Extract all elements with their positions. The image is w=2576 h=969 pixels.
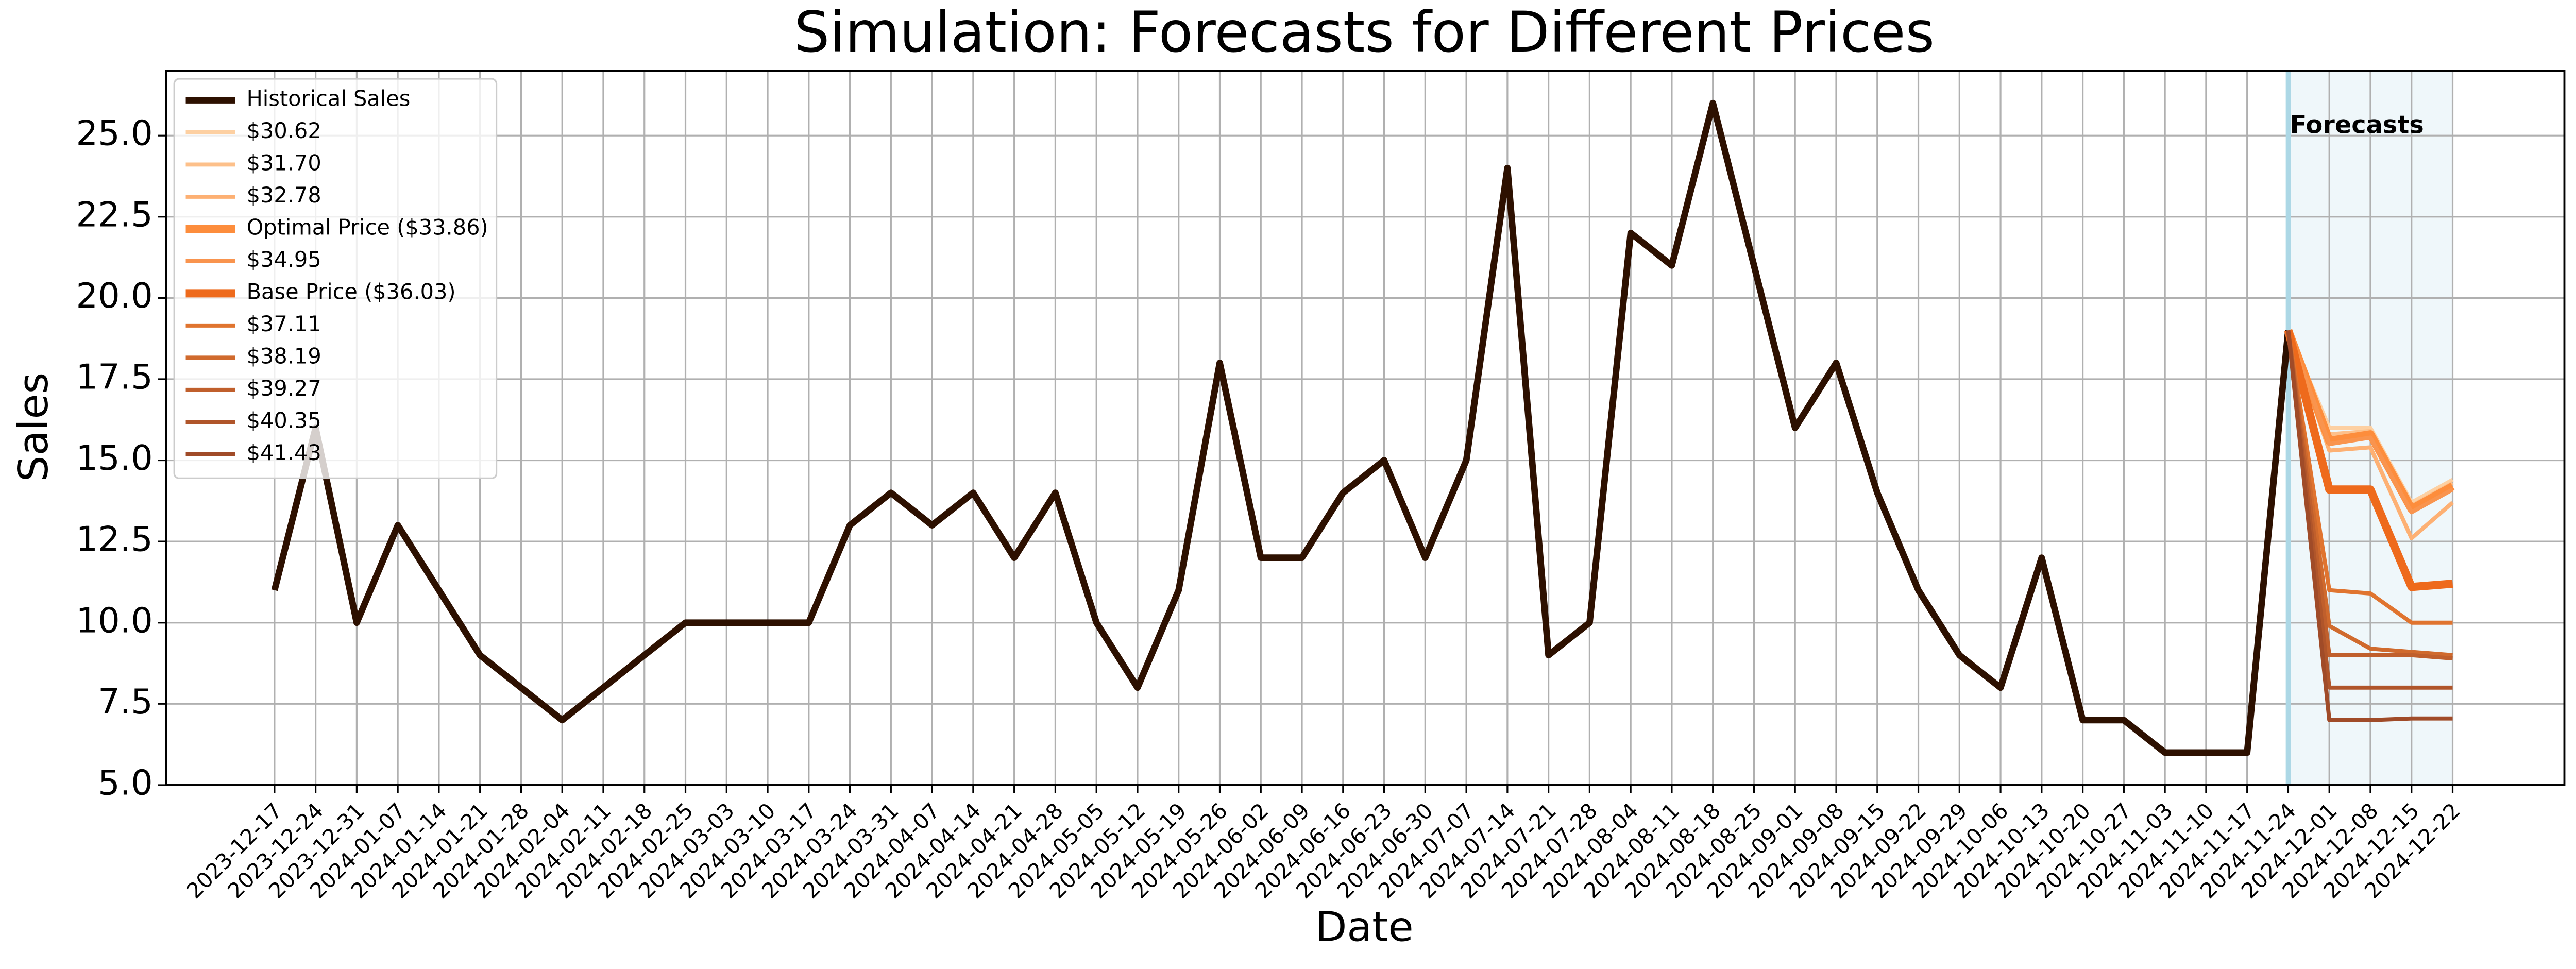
legend-label: $32.78: [247, 183, 321, 208]
y-tick-label: 25.0: [76, 113, 153, 154]
y-tick-label: 7.5: [98, 682, 153, 722]
series-line: [2286, 330, 2453, 690]
series-line: [2286, 330, 2453, 625]
y-tick-label: 12.5: [76, 519, 153, 559]
y-tick-label: 22.5: [76, 194, 153, 234]
legend-label: Base Price ($36.03): [247, 279, 456, 304]
legend-label: Optimal Price ($33.86): [247, 215, 488, 240]
legend-label: $41.43: [247, 440, 321, 465]
series-line: [2286, 330, 2454, 515]
legend-label: $38.19: [247, 344, 321, 368]
legend-label: $39.27: [247, 376, 321, 401]
legend-label: $31.70: [247, 150, 321, 175]
y-axis-label: Sales: [9, 372, 57, 482]
y-tick-label: 17.5: [76, 357, 153, 397]
series-line: [2286, 330, 2453, 657]
legend-box: [173, 78, 498, 479]
legend-label: $40.35: [247, 408, 321, 433]
legend-label: Historical Sales: [247, 86, 411, 111]
series-line: [2286, 330, 2453, 661]
x-axis-label: Date: [1315, 903, 1414, 950]
series-line: [271, 99, 2292, 756]
y-tick-label: 10.0: [76, 600, 153, 640]
legend-label: $37.11: [247, 312, 321, 336]
series-line: [2286, 330, 2453, 722]
y-tick-label: 15.0: [76, 438, 153, 478]
annotation: Forecasts: [2290, 111, 2424, 139]
y-tick-label: 5.0: [98, 762, 153, 803]
plot-frame: [165, 70, 2566, 786]
legend: Historical Sales $30.62 $31.70 $32.78 Optima…: [173, 78, 498, 479]
legend-label: $30.62: [247, 118, 321, 143]
series-line: [2284, 329, 2453, 591]
legend-label: $34.95: [247, 247, 321, 272]
y-tick-label: 20.0: [76, 276, 153, 316]
chart-title: Simulation: Forecasts for Different Pric…: [794, 0, 1935, 65]
